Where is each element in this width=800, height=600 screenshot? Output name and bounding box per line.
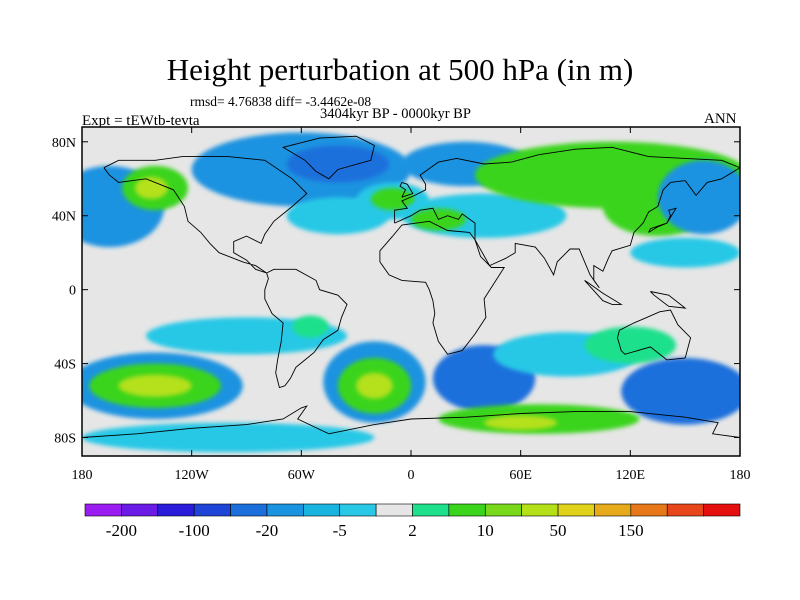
lon-tick-label: 120E (616, 468, 646, 483)
colorbar-box (193, 503, 231, 517)
lon-tick-label: 60W (288, 468, 316, 483)
colorbar-box (84, 503, 122, 517)
colorbar-label: -100 (179, 521, 210, 540)
page-title: Height perturbation at 500 hPa (in m) (166, 52, 634, 87)
lat-tick-label: 40S (54, 358, 76, 373)
contour-fill (82, 422, 375, 453)
lat-tick-label: 40N (52, 210, 76, 225)
colorbar-box (521, 503, 559, 517)
contour-fill (621, 358, 740, 425)
experiment-label: Expt = tEWtb-tevta (82, 113, 200, 129)
season-label: ANN (704, 111, 737, 127)
colorbar-label: -200 (106, 521, 137, 540)
coastline (264, 268, 348, 389)
coastline (617, 309, 692, 361)
coastline (584, 280, 623, 305)
colorbar-box (630, 503, 668, 517)
lon-tick-label: 0 (408, 468, 415, 483)
coastline (399, 181, 414, 198)
contour-fill (135, 176, 168, 200)
coastline (103, 156, 308, 274)
colorbar: -200 -100 -20 -5 2 10 50 150 (84, 503, 741, 540)
contour-fill (657, 160, 740, 235)
colorbar-label: -5 (333, 521, 347, 540)
colorbar-label: -20 (256, 521, 279, 540)
lat-tick-label: 80S (54, 432, 76, 447)
colorbar-box (121, 503, 159, 517)
colorbar-box (666, 503, 704, 517)
contour-fill (356, 372, 393, 399)
lon-tick-label: 120W (175, 468, 210, 483)
colorbar-label: 10 (477, 521, 494, 540)
coastline (394, 146, 740, 289)
lon-tick-label: 60E (509, 468, 532, 483)
longitude-axis: 180 120W 60W 0 60E 120E 180 (72, 127, 751, 483)
colorbar-box (703, 503, 741, 517)
contour-fill (286, 145, 390, 183)
contour-fills (82, 132, 740, 453)
lon-tick-label: 180 (72, 468, 93, 483)
lat-tick-label: 80N (52, 136, 76, 151)
latitude-axis: 80N 40N 0 40S 80S (52, 136, 740, 447)
coastline (281, 135, 375, 180)
coastline (650, 291, 687, 309)
colorbar-box (557, 503, 595, 517)
colorbar-box (375, 503, 413, 517)
coastline (82, 405, 740, 438)
colorbar-box (303, 503, 341, 517)
colorbar-label: 50 (550, 521, 567, 540)
colorbar-box (230, 503, 268, 517)
contour-fill (584, 326, 677, 364)
coastline (648, 207, 677, 233)
coastline (379, 220, 506, 355)
contour-fill (292, 315, 329, 338)
contour-fill (118, 374, 192, 397)
colorbar-box (266, 503, 304, 517)
contour-fill (370, 187, 415, 211)
period-label: 3404kyr BP - 0000kyr BP (320, 106, 471, 122)
colorbar-label: 2 (408, 521, 417, 540)
lat-tick-label: 0 (69, 284, 76, 299)
colorbar-box (339, 503, 377, 517)
coastlines (82, 135, 740, 438)
stats-line: rmsd= 4.76838 diff= -3.4462e-08 (190, 94, 372, 109)
colorbar-box (157, 503, 195, 517)
colorbar-box (448, 503, 486, 517)
colorbar-box (412, 503, 450, 517)
colorbar-box (594, 503, 632, 517)
lon-tick-label: 180 (730, 468, 751, 483)
map-area (82, 127, 740, 456)
colorbar-label: 150 (618, 521, 644, 540)
contour-fill (484, 415, 558, 431)
contour-fill (630, 237, 740, 268)
colorbar-box (484, 503, 522, 517)
